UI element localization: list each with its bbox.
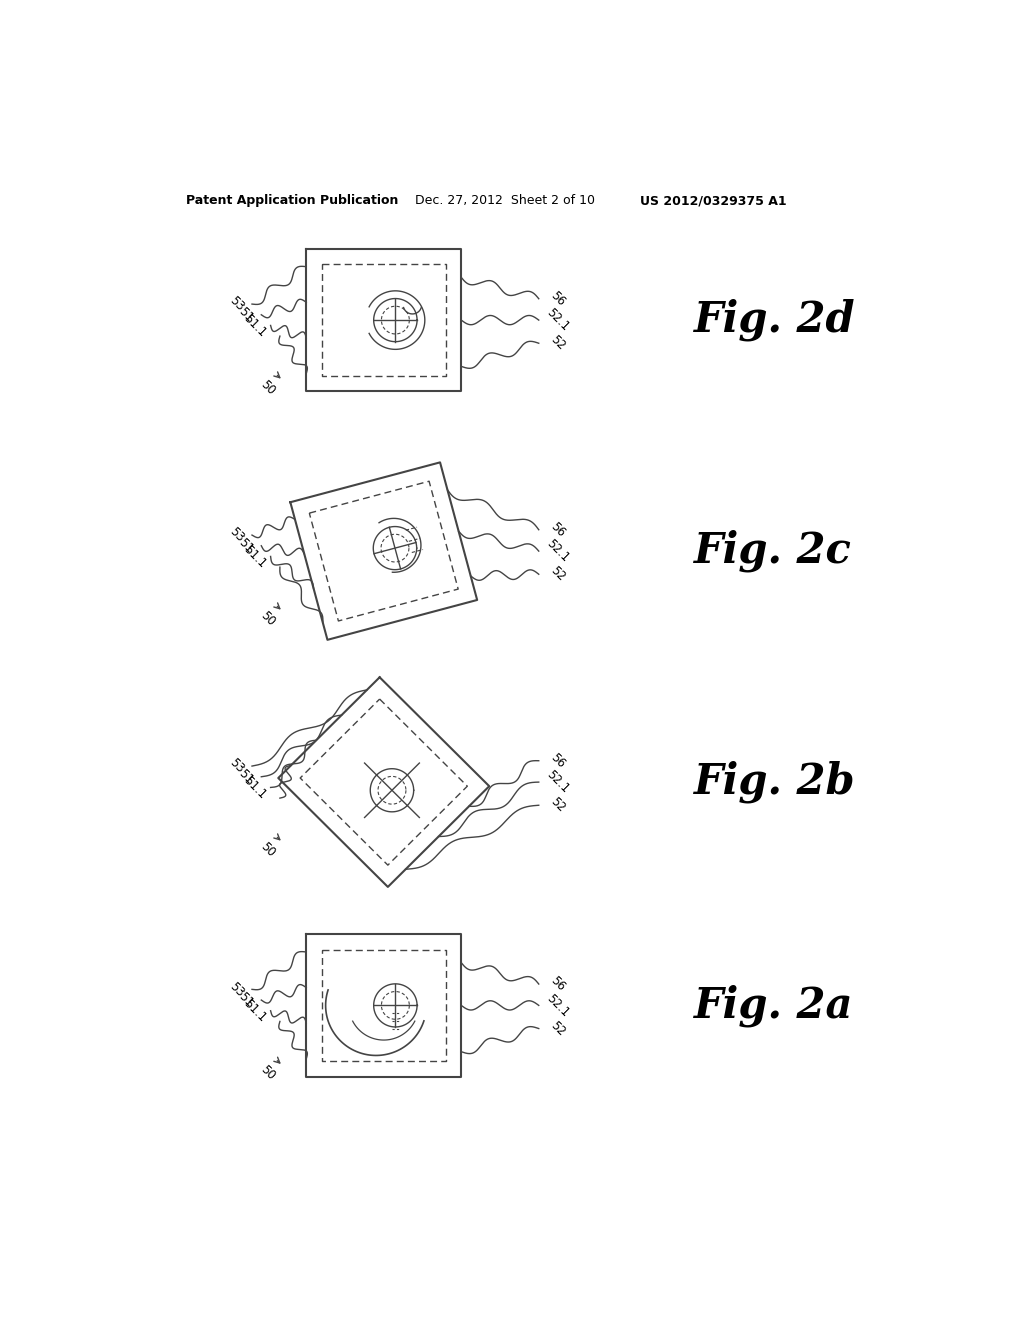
Text: US 2012/0329375 A1: US 2012/0329375 A1 (640, 194, 786, 207)
Text: 51: 51 (236, 305, 256, 325)
Text: 51: 51 (236, 990, 256, 1010)
Text: 52: 52 (548, 796, 568, 816)
Text: 51: 51 (236, 767, 256, 787)
Text: 50: 50 (258, 609, 278, 628)
Text: 53: 53 (226, 525, 247, 545)
Text: 53: 53 (226, 756, 247, 776)
Text: 51: 51 (236, 536, 256, 556)
Text: 50: 50 (258, 1063, 278, 1082)
Text: Fig. 2a: Fig. 2a (693, 985, 853, 1027)
Text: 56: 56 (548, 520, 568, 540)
Text: 56: 56 (548, 974, 568, 994)
Text: 56: 56 (548, 751, 568, 771)
Text: Dec. 27, 2012  Sheet 2 of 10: Dec. 27, 2012 Sheet 2 of 10 (415, 194, 595, 207)
Text: 52: 52 (548, 334, 568, 354)
Text: 52: 52 (548, 565, 568, 585)
Text: 51.1: 51.1 (242, 774, 269, 801)
Text: 51.1: 51.1 (242, 997, 269, 1024)
Text: 52.1: 52.1 (545, 991, 572, 1019)
Text: 53: 53 (226, 294, 247, 314)
Text: Fig. 2d: Fig. 2d (693, 298, 855, 342)
Text: 52.1: 52.1 (545, 537, 572, 565)
Text: 53: 53 (226, 979, 247, 999)
Text: 51.1: 51.1 (242, 543, 269, 570)
Text: Fig. 2b: Fig. 2b (693, 760, 855, 804)
Text: 50: 50 (258, 840, 278, 859)
Text: 52.1: 52.1 (545, 306, 572, 334)
Text: 56: 56 (548, 289, 568, 309)
Text: 52: 52 (548, 1019, 568, 1039)
Text: Fig. 2c: Fig. 2c (693, 529, 852, 573)
Text: 50: 50 (258, 378, 278, 397)
Text: 52.1: 52.1 (545, 768, 572, 796)
Text: Patent Application Publication: Patent Application Publication (186, 194, 398, 207)
Text: 51.1: 51.1 (242, 312, 269, 339)
